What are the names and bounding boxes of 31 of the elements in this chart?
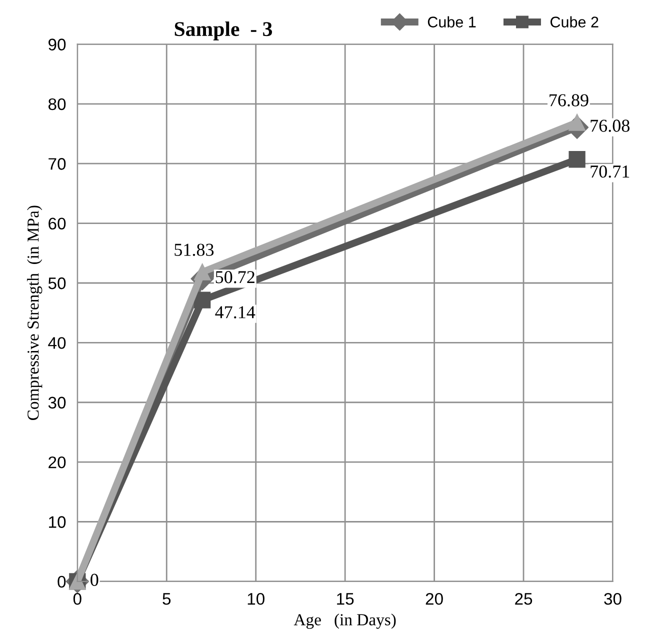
x-tick-label: 10	[248, 592, 264, 605]
data-label: 76.08	[590, 120, 630, 132]
data-label: 47.14	[215, 306, 256, 318]
x-tick-label: 15	[337, 593, 354, 605]
y-axis-title: Compressive Strength (in MPa)	[27, 206, 42, 420]
data-label: 51.83	[174, 244, 214, 256]
y-tick-label: 50	[48, 277, 66, 290]
data-label: 70.71	[590, 165, 630, 178]
point	[194, 292, 211, 308]
legend-label: Cube 2	[550, 16, 598, 28]
chart-title: Sample - 3	[174, 21, 272, 40]
data-label: 0	[90, 574, 98, 586]
legend-label: Cube 1	[428, 16, 476, 28]
x-axis-title: Age (in Days)	[294, 614, 396, 629]
data-label: 76.89	[550, 94, 588, 106]
y-tick-label: 30	[48, 396, 66, 409]
data-label: 50.72	[216, 271, 254, 284]
y-tick-label: 70	[48, 158, 66, 170]
y-tick-label: 90	[48, 38, 66, 50]
y-tick-label: 60	[48, 218, 66, 230]
y-tick-label: 80	[48, 98, 66, 110]
y-tick-label: 20	[48, 456, 66, 468]
x-tick-label: 0	[73, 592, 82, 605]
y-tick-label: 40	[48, 337, 66, 349]
x-tick-label: 5	[162, 593, 171, 605]
point	[568, 151, 586, 168]
x-tick-label: 30	[604, 592, 622, 605]
x-tick-label: 25	[515, 592, 532, 605]
y-tick-label: 0	[58, 576, 66, 588]
x-tick-label: 20	[426, 592, 443, 605]
y-tick-label: 10	[49, 516, 66, 528]
